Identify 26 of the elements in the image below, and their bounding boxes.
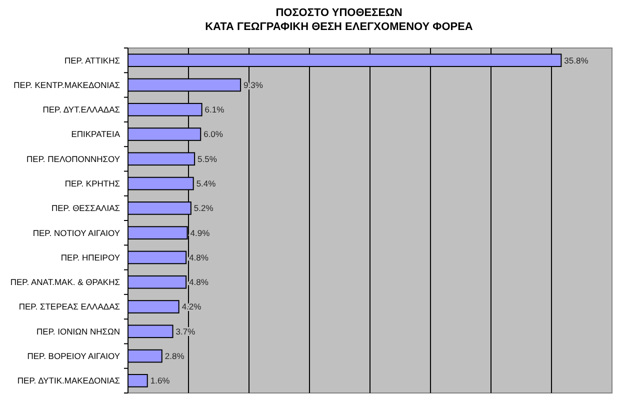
y-tick-label: ΠΕΡ. ΘΕΣΣΑΛΙΑΣ [51,203,120,214]
y-tick-label: ΠΕΡ. ΒΟΡΕΙΟΥ ΑΙΓΑΙΟΥ [27,351,120,362]
data-label: 6.1% [204,104,225,115]
y-tick-label: ΠΕΡ. ΚΕΝΤΡ.ΜΑΚΕΔΟΝΙΑΣ [14,80,120,90]
y-tick-label: ΠΕΡ. ΙΟΝΙΩΝ ΝΗΣΩΝ [36,326,120,336]
y-tick-label: ΠΕΡ. ΚΡΗΤΗΣ [64,178,120,189]
y-tick-label: ΕΠΙΚΡΑΤΕΙΑ [71,129,120,140]
y-tick-label: ΠΕΡ. ΑΝΑΤ.ΜΑΚ. & ΘΡΑΚΗΣ [10,277,120,288]
data-label: 4.8% [189,277,209,288]
y-tick-label: ΠΕΡ. ΠΕΛΟΠΟΝΝΗΣΟΥ [26,154,120,164]
data-label: 4.8% [189,252,209,262]
data-label: 35.8% [564,55,589,66]
y-tick-label: ΠΕΡ. ΝΟΤΙΟΥ ΑΙΓΑΙΟΥ [32,228,120,238]
y-tick-label: ΠΕΡ. ΗΠΕΙΡΟΥ [60,252,120,262]
data-label: 4.9% [190,228,210,238]
y-tick-label: ΠΕΡ. ΔΥΤ.ΕΛΛΑΔΑΣ [42,104,120,115]
y-tick-label: ΠΕΡ. ΣΤΕΡΕΑΣ ΕΛΛΑΔΑΣ [18,302,120,312]
y-tick-label: ΠΕΡ. ΔΥΤΙΚ.ΜΑΚΕΔΟΝΙΑΣ [17,376,120,386]
data-label: 2.8% [164,351,185,362]
data-label: 5.4% [196,178,216,189]
chart-title: ΠΟΣΟΣΤΟ ΥΠΟΘΕΣΕΩΝ ΚΑΤΑ ΓΕΩΓΡΑΦΙΚΗ ΘΕΣΗ ΕΛΕΓΧΟΜΕΝΟΥ ΦΟΡΕΑ [205,7,473,33]
data-label: 6.0% [204,129,224,140]
data-label: 5.5% [198,154,218,164]
data-label: 5.2% [194,203,214,214]
data-label: 1.6% [150,376,170,386]
y-tick-label: ΠΕΡ. ΑΤΤΙΚΗΣ [64,55,120,66]
